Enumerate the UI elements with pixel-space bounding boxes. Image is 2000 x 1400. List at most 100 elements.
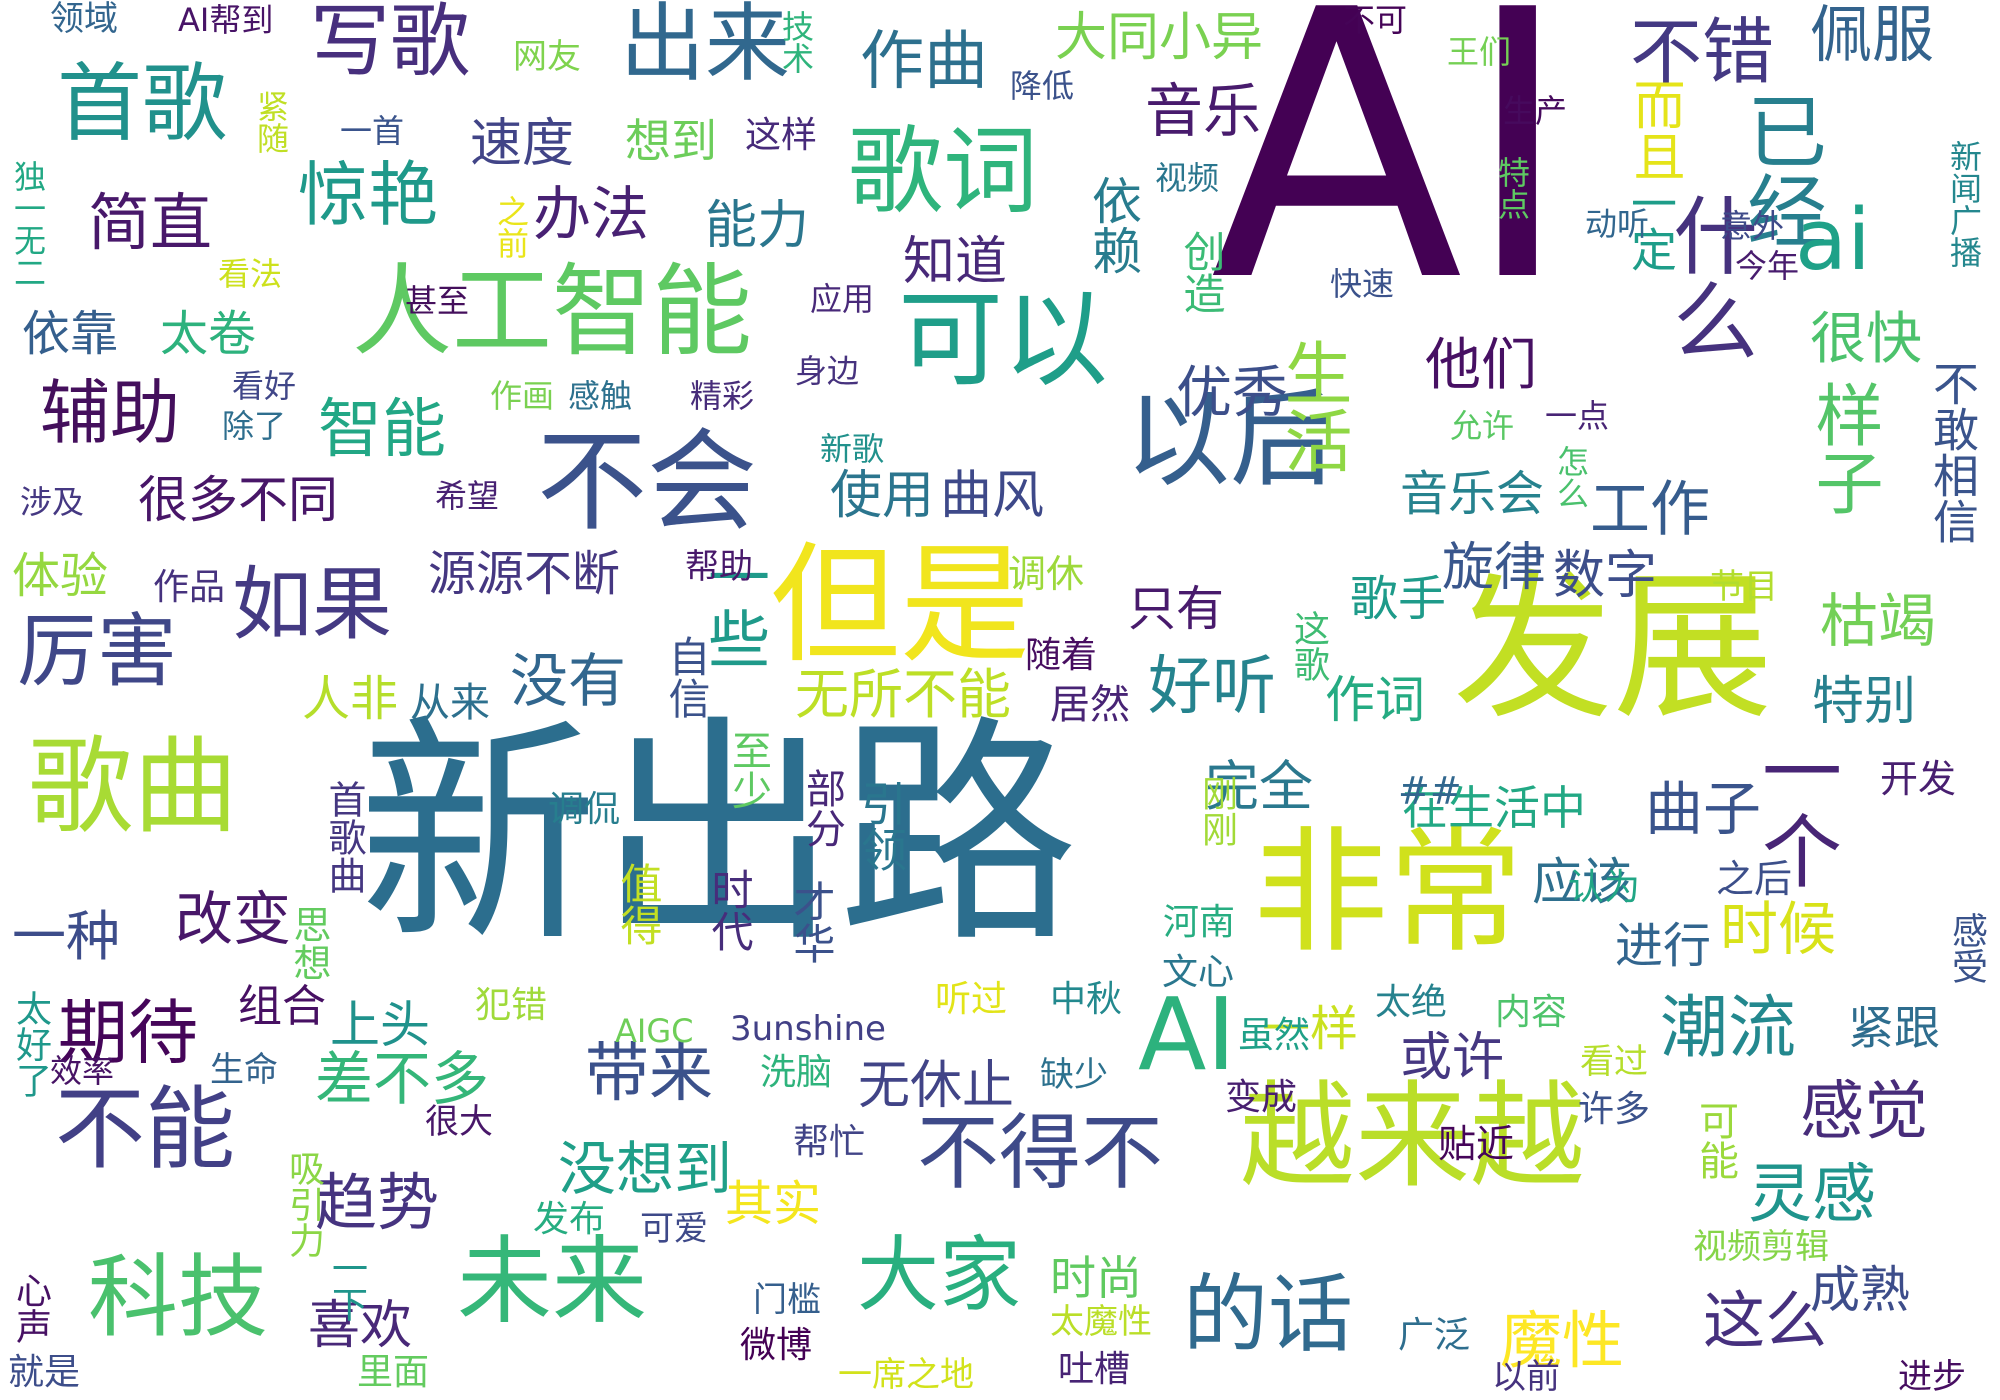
- word: 非常: [1253, 814, 1523, 971]
- word: 旋律: [1442, 538, 1547, 598]
- word: 3unshine: [730, 1009, 886, 1049]
- word: 惊艳: [298, 154, 438, 236]
- word: 而且: [1624, 78, 1684, 182]
- word: 体验: [12, 548, 109, 604]
- word: 文心: [1162, 952, 1235, 993]
- word: 歌词: [848, 117, 1039, 227]
- word: 调侃: [548, 789, 621, 830]
- word: 至少: [725, 730, 771, 810]
- word: 甚至: [405, 282, 470, 320]
- word: 这样: [745, 115, 818, 156]
- word: 技术: [777, 10, 815, 74]
- word: 看好: [232, 367, 297, 405]
- word: 完全: [1205, 755, 1313, 818]
- word: 作词: [1325, 671, 1425, 729]
- word: 应该: [1532, 853, 1632, 911]
- word: 广泛: [1398, 1315, 1471, 1356]
- word: 可能: [1692, 1100, 1738, 1180]
- word: 简直: [88, 186, 213, 259]
- word: 特别: [1812, 672, 1917, 732]
- word: 依靠: [22, 306, 119, 362]
- word: 内容: [1495, 992, 1568, 1033]
- word: 趋势: [315, 1166, 440, 1239]
- word: 虽然: [1238, 1015, 1311, 1056]
- word: 效率: [50, 1052, 115, 1090]
- word: 紧跟: [1848, 1001, 1940, 1055]
- word: 一种: [12, 905, 120, 968]
- word: 进行: [1615, 918, 1712, 974]
- word: 依赖: [1084, 175, 1142, 275]
- word: 心声: [10, 1272, 51, 1344]
- word: 作品: [153, 567, 226, 608]
- word: 视频: [1155, 159, 1220, 197]
- word: 写歌: [310, 0, 470, 88]
- word: 部分: [799, 768, 845, 848]
- word: 一点: [1545, 397, 1610, 435]
- word: 生活: [1272, 338, 1351, 474]
- word: 视频剪辑: [1693, 1227, 1829, 1267]
- word: 太魔性: [1050, 1302, 1152, 1342]
- word: AI帮到: [178, 1, 274, 39]
- word: 犯错: [475, 985, 548, 1026]
- word: 没有: [510, 647, 627, 715]
- word: 很快: [1810, 307, 1922, 372]
- word: 快速: [1330, 265, 1395, 303]
- word: 太绝: [1375, 982, 1448, 1023]
- word: 才华: [787, 880, 836, 964]
- word: 听过: [935, 979, 1008, 1020]
- word: 吸引力: [283, 1150, 324, 1258]
- word: 希望: [435, 477, 500, 515]
- word: 可以: [898, 279, 1109, 401]
- word: AIGC: [615, 1012, 694, 1050]
- word: 越来越: [1240, 1070, 1586, 1204]
- word: 或许: [1400, 1028, 1505, 1088]
- word: 什么: [1658, 192, 1757, 362]
- word: 动听: [1585, 205, 1650, 243]
- word: 大家: [857, 1228, 1022, 1323]
- word: 音乐会: [1400, 466, 1545, 522]
- word: 领域: [50, 0, 118, 39]
- word: ai: [1795, 191, 1871, 290]
- word: 太卷: [160, 306, 257, 362]
- word: 工作: [1590, 475, 1710, 545]
- word: 无休止: [858, 1056, 1015, 1116]
- word: 不会: [537, 418, 757, 546]
- word: 引领: [854, 780, 908, 872]
- word: 网友: [513, 37, 581, 77]
- word: 随着: [1025, 635, 1098, 676]
- word: 一下: [326, 1250, 367, 1322]
- word: 今年: [1735, 247, 1800, 285]
- word: 不得不: [917, 1106, 1164, 1201]
- word: 新歌: [820, 430, 885, 468]
- word: 不敢相信: [1926, 360, 1980, 544]
- word: 居然: [1050, 682, 1130, 728]
- word: 上头: [330, 996, 430, 1054]
- word: 但是: [770, 529, 1031, 681]
- word: 发展: [1453, 554, 1774, 741]
- word: 特点: [1493, 156, 1531, 220]
- word: 人非: [302, 671, 399, 727]
- word: 节目: [1710, 567, 1778, 607]
- word: 新闻广播: [1945, 140, 1983, 268]
- word: 曲子: [1645, 775, 1762, 843]
- word: 太好了: [10, 990, 51, 1098]
- word: ##: [1398, 769, 1462, 813]
- word: 如果: [232, 558, 392, 651]
- word: 看法: [218, 255, 283, 293]
- word: 不错: [1630, 10, 1775, 94]
- word: 带来: [585, 1037, 713, 1111]
- word: 歌曲: [28, 726, 239, 848]
- word: 已经: [1734, 90, 1827, 250]
- word: 能力: [705, 196, 810, 256]
- word: 人工智能: [352, 253, 752, 370]
- word: 一样: [1262, 1001, 1359, 1057]
- word: 允许: [1450, 407, 1515, 445]
- word: 这么: [1703, 1284, 1828, 1357]
- word: 组合: [238, 981, 326, 1032]
- word: 很多不同: [138, 471, 338, 529]
- word: 歌手: [1350, 571, 1447, 627]
- word: 开发: [1880, 757, 1957, 801]
- word: 首歌曲: [322, 780, 366, 894]
- word: 感触: [568, 377, 633, 415]
